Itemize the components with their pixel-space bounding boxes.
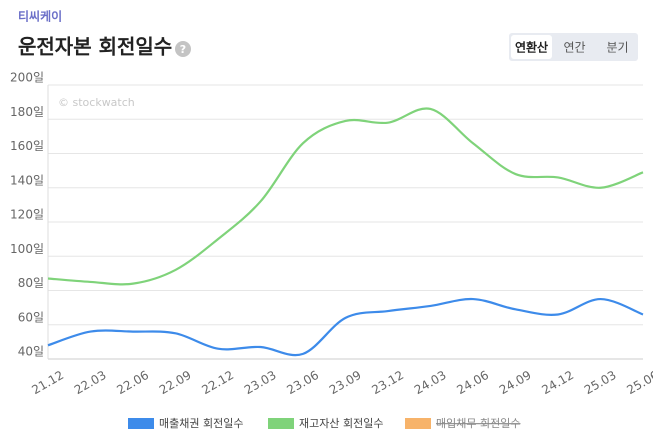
x-tick-label: 25.03	[582, 368, 619, 397]
legend-label[interactable]: 매출채권 회전일수	[159, 416, 243, 430]
chart-title: 운전자본 회전일수	[18, 35, 172, 59]
x-tick-label: 24.12	[539, 368, 576, 397]
x-tick-label: 24.03	[412, 368, 449, 397]
tab-active	[511, 35, 552, 59]
legend-label[interactable]: 매입채무 회전일수	[436, 416, 520, 430]
x-tick-label: 22.06	[114, 368, 151, 397]
x-tick-label: 21.12	[29, 368, 66, 397]
legend-swatch	[128, 418, 154, 429]
x-tick-label: 23.06	[284, 368, 321, 397]
legend-swatch	[405, 418, 431, 429]
y-tick-label: 60일	[18, 310, 44, 324]
x-tick-label: 23.12	[369, 368, 406, 397]
y-tick-label: 160일	[10, 139, 44, 153]
x-tick-label: 24.09	[497, 368, 534, 397]
y-tick-label: 140일	[10, 173, 44, 187]
x-tick-label: 23.09	[327, 368, 364, 397]
x-tick-label: 25.06	[624, 368, 653, 397]
y-tick-label: 80일	[18, 276, 44, 290]
y-tick-label: 100일	[10, 242, 44, 256]
company-name: 티씨케이	[18, 9, 62, 24]
x-tick-label: 23.03	[242, 368, 279, 397]
x-tick-label: 22.09	[157, 368, 194, 397]
legend-label[interactable]: 재고자산 회전일수	[299, 416, 383, 430]
x-tick-label: 22.03	[72, 368, 109, 397]
y-tick-label: 40일	[18, 345, 44, 359]
watermark: © stockwatch	[58, 96, 135, 109]
tab[interactable]: 연간	[563, 41, 585, 55]
series-line	[47, 107, 644, 286]
y-tick-label: 120일	[10, 208, 44, 222]
legend-swatch	[268, 418, 294, 429]
y-tick-label: 180일	[10, 105, 44, 119]
tab[interactable]: 연환산	[515, 40, 548, 55]
y-tick-label: 200일	[10, 71, 44, 85]
series-line	[47, 297, 644, 357]
help-icon[interactable]	[175, 41, 191, 57]
x-tick-label: 24.06	[454, 368, 491, 397]
tab[interactable]: 분기	[606, 41, 628, 55]
help-icon-text: ?	[180, 43, 186, 56]
x-tick-label: 22.12	[199, 368, 236, 397]
